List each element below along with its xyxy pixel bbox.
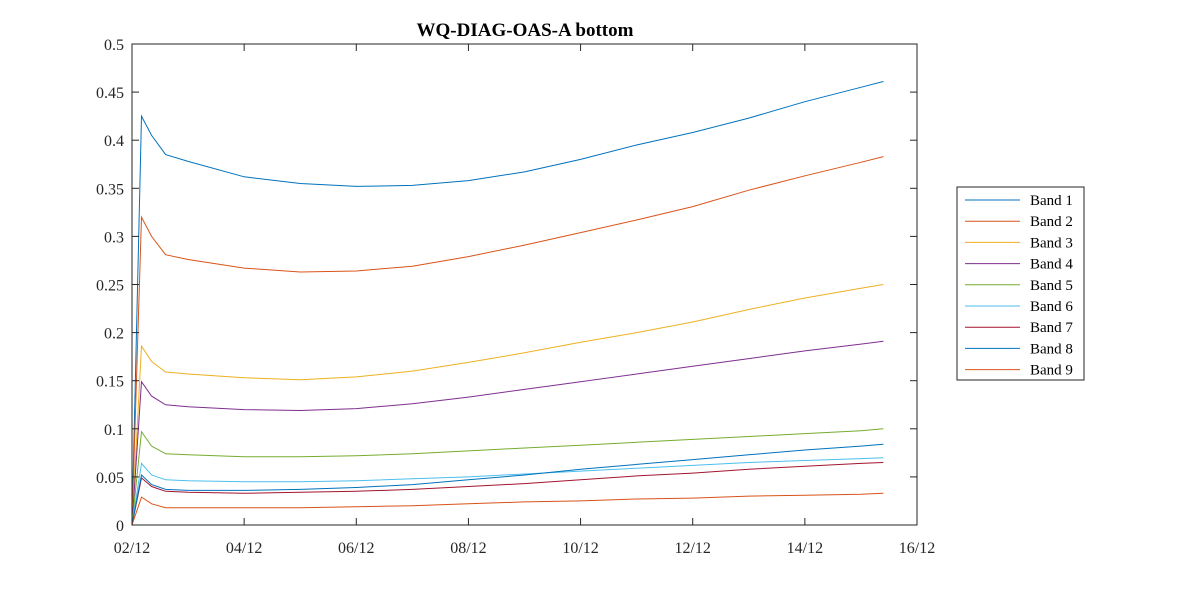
y-tick-label: 0.1 [104, 422, 124, 439]
series-line-band-5 [131, 428, 884, 526]
x-tick-label: 12/12 [674, 540, 710, 557]
legend-label: Band 5 [1030, 278, 1073, 294]
x-axis: 02/12 04/12 06/12 08/12 10/12 12/12 14/12 16/12 [114, 44, 935, 557]
legend-label: Band 8 [1030, 341, 1073, 357]
y-tick-label: 0.45 [96, 85, 124, 102]
series-line-band-4 [131, 340, 884, 526]
y-tick-label: 0.3 [104, 229, 124, 246]
y-tick-label: 0.2 [104, 326, 124, 343]
x-tick-label: 06/12 [338, 540, 374, 557]
series-line-band-1 [131, 81, 884, 526]
plot-area-box [131, 43, 918, 526]
series-line-band-3 [131, 284, 884, 526]
y-tick-label: 0.5 [104, 37, 124, 54]
legend-label: Band 1 [1030, 193, 1073, 209]
series-line-band-9 [131, 492, 884, 526]
y-tick-label: 0.4 [104, 133, 124, 150]
x-tick-label: 10/12 [562, 540, 598, 557]
series-line-band-8 [131, 443, 884, 526]
legend-label: Band 4 [1030, 257, 1073, 273]
legend-label: Band 2 [1030, 214, 1073, 230]
series-group [131, 81, 884, 526]
legend-label: Band 9 [1030, 363, 1073, 379]
x-tick-label: 02/12 [114, 540, 150, 557]
legend-label: Band 6 [1030, 299, 1073, 315]
legend-label: Band 3 [1030, 235, 1073, 251]
x-tick-label: 08/12 [450, 540, 486, 557]
y-axis: 0 0.05 0.1 0.15 0.2 0.25 0.3 0.35 0.4 0.45 0.5 [96, 37, 917, 535]
chart-title: WQ-DIAG-OAS-A bottom [417, 20, 634, 41]
y-tick-label: 0.15 [96, 374, 124, 391]
x-tick-label: 14/12 [787, 540, 823, 557]
series-line-band-2 [131, 156, 884, 526]
series-line-band-6 [131, 457, 884, 526]
x-tick-label: 16/12 [899, 540, 935, 557]
legend-label: Band 7 [1030, 320, 1073, 336]
x-tick-label: 04/12 [226, 540, 262, 557]
legend-box [956, 186, 1085, 381]
y-tick-label: 0.35 [96, 181, 124, 198]
y-tick-label: 0.05 [96, 470, 124, 487]
series-line-band-7 [131, 462, 884, 526]
y-tick-label: 0.25 [96, 278, 124, 295]
y-tick-label: 0 [116, 518, 124, 535]
legend: Band 1 Band 2 Band 3 Band 4 Band 5 Band 6 Band… [956, 186, 1085, 381]
